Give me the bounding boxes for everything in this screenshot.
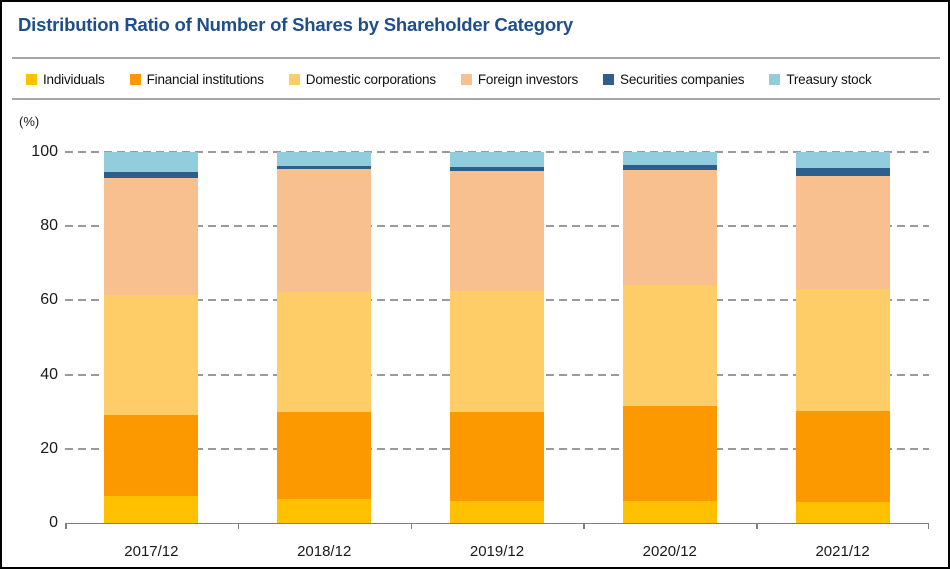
- bar-segment: [795, 167, 890, 177]
- bar-segment: [622, 164, 717, 170]
- legend-swatch-icon: [769, 73, 781, 85]
- bar-segment: [450, 152, 544, 168]
- bar-segment: [277, 166, 372, 170]
- legend-item: Domestic corporations: [288, 71, 436, 87]
- bar-segment: [622, 501, 717, 523]
- legend-item: Securities companies: [603, 71, 745, 87]
- legend-swatch-icon: [288, 73, 300, 85]
- bar-2017-12: [104, 152, 199, 523]
- bar-segment: [450, 170, 544, 291]
- bar-segment: [104, 495, 199, 523]
- legend-label: Treasury stock: [786, 71, 872, 87]
- bar-segment: [795, 152, 890, 168]
- bar-2018-12: [277, 152, 372, 523]
- bar-segment: [277, 169, 372, 293]
- legend-swatch-icon: [603, 73, 615, 85]
- bar-segment: [104, 415, 199, 496]
- bar-segment: [622, 152, 717, 165]
- legend-item: Individuals: [26, 72, 105, 87]
- bar-2019-12: [450, 152, 544, 523]
- bar-segment: [622, 169, 717, 285]
- title-divider: [12, 57, 940, 59]
- bar-segment: [622, 284, 717, 407]
- legend-label: Individuals: [43, 71, 105, 87]
- bar-segment: [104, 152, 199, 173]
- axis-tick-mark: [756, 523, 758, 529]
- legend-swatch-icon: [460, 73, 472, 85]
- page-title: Distribution Ratio of Number of Shares b…: [18, 14, 574, 35]
- bar-segment: [795, 501, 890, 523]
- legend-label: Domestic corporations: [305, 71, 436, 87]
- y-tick-label: 60: [40, 291, 58, 309]
- legend-item: Treasury stock: [769, 71, 872, 87]
- axis-tick-mark: [927, 523, 929, 529]
- legend-swatch-icon: [129, 73, 141, 85]
- y-tick-label: 40: [40, 365, 58, 383]
- legend-item: Financial institutions: [129, 71, 264, 87]
- y-tick-label: 0: [49, 514, 58, 531]
- x-tick-label: 2017/12: [124, 543, 179, 560]
- x-tick-label: 2018/12: [297, 543, 352, 560]
- x-axis-line: [65, 522, 929, 524]
- bar-2021-12: [795, 152, 890, 523]
- bar-segment: [622, 406, 717, 502]
- bar-2020-12: [622, 152, 717, 523]
- bar-segment: [795, 289, 890, 411]
- gridline: [65, 151, 929, 153]
- bar-segment: [277, 498, 372, 523]
- bar-segment: [450, 501, 544, 523]
- plot-area: [65, 151, 929, 529]
- bar-segment: [450, 412, 544, 502]
- bar-segment: [795, 176, 890, 290]
- y-tick-label: 20: [40, 439, 58, 457]
- axis-tick-mark: [410, 523, 413, 529]
- bar-segment: [104, 294, 199, 416]
- bar-segment: [795, 410, 890, 502]
- bar-segment: [450, 167, 544, 171]
- y-tick-label: 80: [40, 217, 58, 235]
- legend: Individuals Financial institutions Domesti…: [26, 70, 936, 88]
- x-tick-label: 2019/12: [469, 543, 525, 560]
- bar-segment: [277, 412, 372, 499]
- y-axis-unit-label: (%): [19, 114, 40, 129]
- y-tick-label: 100: [31, 143, 58, 160]
- bar-segment: [277, 152, 372, 167]
- bar-segment: [104, 178, 199, 295]
- legend-divider: [12, 98, 940, 100]
- legend-item: Foreign investors: [460, 71, 579, 87]
- bar-segment: [104, 172, 199, 178]
- axis-tick-mark: [65, 523, 67, 529]
- x-tick-label: 2021/12: [815, 543, 870, 560]
- legend-swatch-icon: [26, 73, 37, 85]
- axis-tick-mark: [583, 523, 585, 529]
- x-tick-label: 2020/12: [642, 543, 697, 560]
- bar-segment: [277, 292, 372, 413]
- bar-segment: [450, 290, 544, 413]
- axis-tick-mark: [237, 523, 240, 529]
- legend-label: Foreign investors: [477, 71, 579, 87]
- legend-label: Securities companies: [620, 71, 745, 87]
- legend-label: Financial institutions: [146, 71, 264, 87]
